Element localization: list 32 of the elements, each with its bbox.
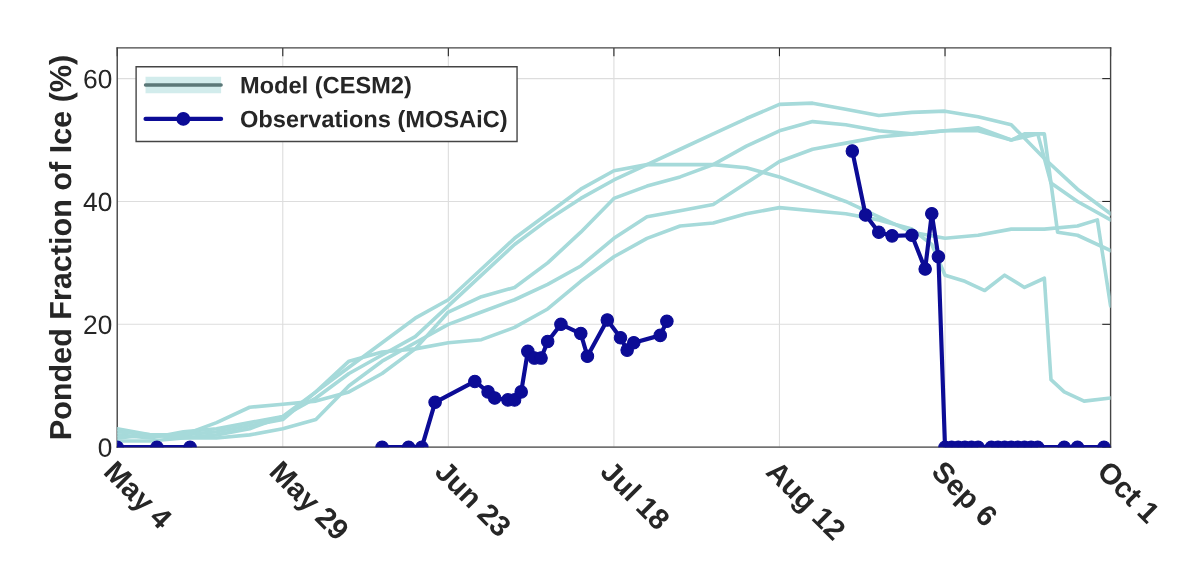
- point: [905, 228, 919, 243]
- point: [627, 335, 641, 350]
- point: [487, 391, 502, 405]
- point: [514, 385, 528, 399]
- point: [540, 334, 555, 349]
- point: [613, 331, 628, 345]
- point: [925, 206, 939, 221]
- point: [600, 313, 615, 327]
- x-tick-label: Jun 23: [433, 459, 513, 539]
- x-tick-label: Sep 6: [926, 459, 999, 532]
- y-tick-label: 20: [84, 315, 112, 335]
- point: [574, 326, 588, 341]
- point: [468, 374, 482, 389]
- point: [653, 328, 668, 343]
- point: [660, 314, 674, 329]
- point: [918, 262, 932, 276]
- x-tick-label: Aug 12: [760, 459, 847, 546]
- x-tick-label: Oct 1: [1096, 459, 1162, 525]
- point: [428, 395, 442, 410]
- legend-label: Observations (MOSAiC): [240, 110, 507, 133]
- y-tick-label: 60: [84, 69, 112, 89]
- point: [554, 317, 568, 332]
- point: [885, 229, 899, 243]
- y-tick-label: 40: [83, 192, 112, 212]
- point: [580, 349, 595, 364]
- y-tick-label: 0: [98, 438, 112, 457]
- point: [858, 208, 873, 222]
- y-axis-title: Ponded Fraction of Ice (%): [48, 56, 78, 439]
- x-tick-label: Jul 18: [599, 458, 672, 532]
- point: [872, 225, 886, 239]
- point: [931, 249, 946, 264]
- legend-label: Model (CESM2): [241, 76, 411, 99]
